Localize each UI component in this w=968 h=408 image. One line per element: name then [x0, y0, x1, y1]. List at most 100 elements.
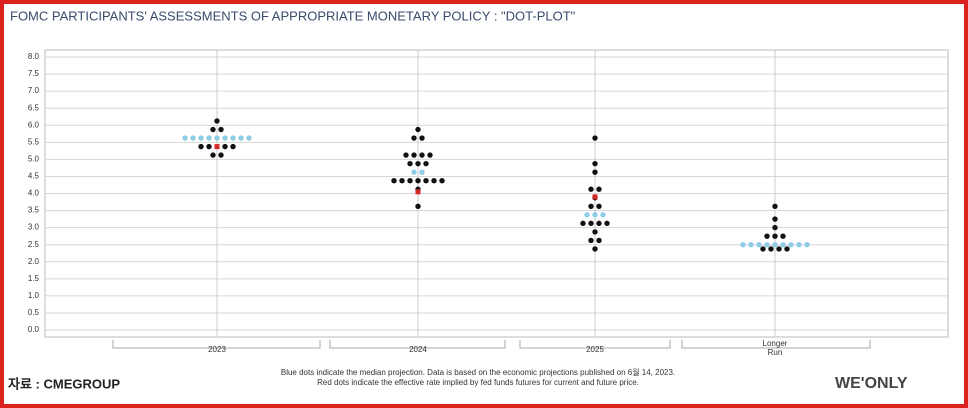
median-dot [198, 135, 204, 141]
dot [580, 220, 586, 227]
median-dot [222, 135, 228, 141]
dot [780, 233, 786, 239]
dot [198, 143, 204, 150]
dot [439, 178, 445, 184]
category-bracket [329, 340, 506, 349]
dot [407, 160, 413, 167]
red-dot [415, 189, 421, 195]
dot [218, 126, 224, 133]
dot [592, 246, 598, 252]
median-dot [804, 241, 810, 248]
dot [230, 143, 236, 150]
dot [411, 152, 417, 158]
median-dot [592, 212, 598, 218]
y-tick-label: 4.0 [28, 189, 40, 198]
dot [407, 178, 413, 184]
dot [772, 216, 778, 222]
y-tick-label: 1.5 [28, 274, 40, 283]
x-tick-label: 2024 [409, 345, 427, 354]
dot [206, 143, 212, 150]
dot [592, 169, 598, 175]
median-dot [230, 135, 236, 141]
median-dot [748, 241, 754, 248]
y-tick-label: 0.0 [28, 325, 40, 334]
dot [419, 152, 425, 158]
median-dot [788, 241, 794, 248]
note: Blue dots indicate the median projection… [281, 367, 675, 377]
dot [415, 203, 421, 209]
dot [772, 224, 778, 231]
median-dot [214, 135, 220, 141]
dot [588, 186, 594, 192]
chart-title: FOMC PARTICIPANTS' ASSESSMENTS OF APPROP… [10, 8, 576, 23]
median-dot [772, 241, 778, 248]
dot [222, 143, 228, 150]
dot [419, 135, 425, 141]
category-bracket [519, 340, 671, 349]
note: Red dots indicate the effective rate imp… [317, 378, 639, 387]
y-tick-label: 5.0 [28, 154, 40, 163]
dot [760, 246, 766, 252]
x-tick-label: 2023 [208, 345, 226, 354]
dot [415, 126, 421, 133]
y-tick-label: 0.5 [28, 308, 40, 317]
dot [423, 160, 429, 167]
median-dot [246, 135, 252, 141]
y-tick-label: 2.0 [28, 257, 40, 266]
dot [415, 178, 421, 184]
y-tick-label: 7.0 [28, 86, 40, 95]
dot [210, 126, 216, 133]
median-dot [411, 169, 417, 175]
category-bracket [112, 340, 321, 349]
dot [784, 246, 790, 252]
dot [776, 246, 782, 252]
dot [391, 178, 397, 184]
dot [411, 135, 417, 141]
median-dot [780, 241, 786, 248]
median-dot [756, 241, 762, 248]
median-dot [600, 212, 606, 218]
median-dot [190, 135, 196, 141]
dot [592, 160, 598, 167]
y-tick-label: 8.0 [28, 52, 40, 61]
y-tick-label: 6.0 [28, 120, 40, 129]
dot [399, 178, 405, 184]
dot [604, 220, 610, 227]
dot [210, 152, 216, 158]
dot [588, 203, 594, 209]
dot [588, 220, 594, 227]
dot [423, 178, 429, 184]
dot [427, 152, 433, 158]
y-tick-label: 2.5 [28, 240, 40, 249]
dot [588, 237, 594, 244]
median-dot [584, 212, 590, 218]
dot [768, 246, 774, 252]
dot [772, 233, 778, 239]
y-tick-label: 3.0 [28, 223, 40, 232]
dot [431, 178, 437, 184]
dot [415, 160, 421, 167]
dot [218, 152, 224, 158]
category-bracket [681, 340, 871, 349]
source: 자료 : CMEGROUP [8, 376, 120, 391]
dot [596, 237, 602, 244]
median-dot [419, 169, 425, 175]
median-dot [206, 135, 212, 141]
dot [772, 203, 778, 209]
y-tick-label: 4.5 [28, 172, 40, 181]
dot [596, 186, 602, 192]
x-tick-label: Longer Run [762, 339, 788, 357]
y-tick-label: 5.5 [28, 137, 40, 146]
y-tick-label: 6.5 [28, 103, 40, 112]
dot [764, 233, 770, 239]
median-dot [238, 135, 244, 141]
red-dot [592, 194, 598, 200]
dot [214, 118, 220, 124]
x-tick-label: 2025 [586, 345, 604, 354]
dot [403, 152, 409, 158]
red-dot [214, 144, 220, 150]
y-tick-label: 1.0 [28, 291, 40, 300]
